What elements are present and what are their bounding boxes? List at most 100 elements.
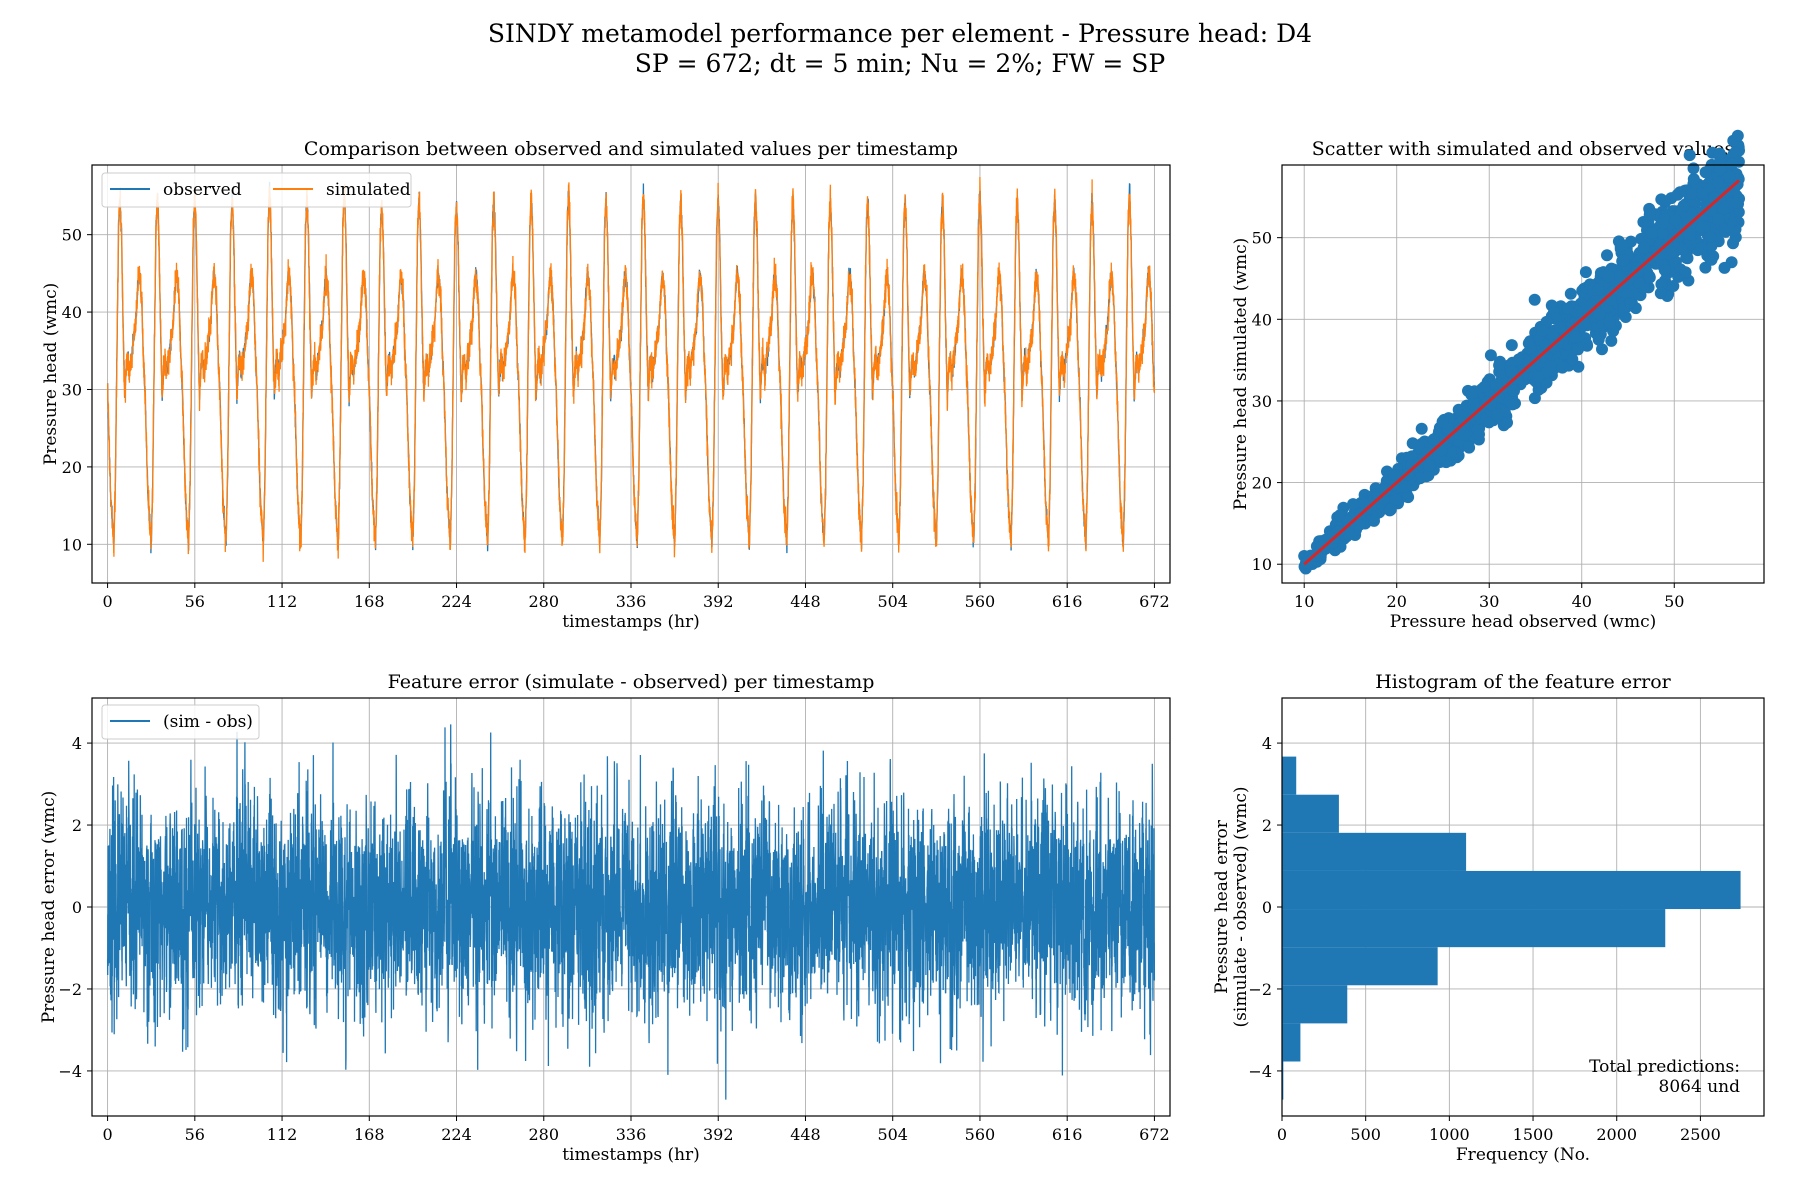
scatter-point <box>1469 410 1482 422</box>
scatter-point <box>1343 527 1355 540</box>
scatter-point <box>1683 149 1696 162</box>
scatter-point <box>1704 231 1716 243</box>
scatter-point <box>1731 129 1744 142</box>
scatter-point <box>1729 147 1742 160</box>
scatter-point <box>1659 196 1671 209</box>
scatter-point <box>1569 330 1582 343</box>
timeseries-y-tick-label: 20 <box>62 458 82 477</box>
scatter-y-tick-label: 10 <box>1252 555 1272 574</box>
timeseries-x-tick-label: 56 <box>185 592 205 611</box>
histogram-annotation-line2: 8064 und <box>1659 1077 1741 1097</box>
identity-line <box>1303 179 1741 566</box>
histogram-x-tick-label: 2500 <box>1680 1125 1721 1144</box>
scatter-point <box>1536 324 1549 337</box>
scatter-point <box>1505 339 1518 352</box>
scatter-point <box>1454 423 1467 436</box>
scatter-point <box>1584 278 1596 291</box>
histogram-bar <box>1282 947 1438 986</box>
timeseries-x-tick-label: 336 <box>616 592 647 611</box>
scatter-point <box>1614 270 1627 283</box>
scatter-x-tick-label: 30 <box>1479 592 1499 611</box>
timeseries-x-tick-label: 280 <box>528 592 559 611</box>
histogram-bar <box>1282 870 1741 910</box>
scatter-point <box>1605 334 1618 347</box>
histogram-ylabel-line1: Pressure head error <box>1212 819 1232 994</box>
scatter-point <box>1326 536 1339 549</box>
histogram-xlabel: Frequency (No. <box>1456 1145 1590 1165</box>
scatter-point <box>1506 398 1519 411</box>
error-x-tick-label: 448 <box>790 1125 821 1144</box>
error-x-tick-label: 168 <box>354 1125 385 1144</box>
error-x-tick-label: 224 <box>441 1125 472 1144</box>
scatter-point <box>1528 293 1541 306</box>
scatter-point <box>1334 509 1346 522</box>
histogram-x-tick-label: 2000 <box>1596 1125 1637 1144</box>
legend-simulated-label: simulated <box>326 180 411 200</box>
legend-observed-label: observed <box>163 180 242 200</box>
scatter-grid <box>1282 165 1764 583</box>
scatter-point <box>1463 441 1476 454</box>
scatter-point <box>1645 227 1658 240</box>
scatter-point <box>1632 276 1645 289</box>
scatter-point <box>1544 360 1557 373</box>
scatter-point <box>1406 437 1419 450</box>
scatter-point <box>1399 480 1412 493</box>
scatter-point <box>1593 308 1606 321</box>
scatter-point <box>1546 328 1559 341</box>
histogram-bar <box>1282 985 1348 1024</box>
scatter-point <box>1677 199 1690 212</box>
timeseries-y-tick-label: 50 <box>62 226 82 245</box>
scatter-point <box>1402 491 1415 504</box>
scatter-point <box>1436 415 1449 428</box>
scatter-point <box>1683 228 1696 241</box>
error-x-ticks: 0 56 112 168 224 280 336 392 448 504 560 616 672 <box>102 1116 1170 1144</box>
histogram-x-tick-label: 1000 <box>1429 1125 1470 1144</box>
histogram-bar <box>1282 1061 1284 1100</box>
scatter-point <box>1484 349 1497 362</box>
scatter-x-tick-label: 20 <box>1387 592 1407 611</box>
error-legend-box <box>101 704 260 740</box>
scatter-point <box>1415 422 1428 435</box>
scatter-point <box>1718 261 1731 274</box>
simulated-series-line <box>106 176 1156 562</box>
histogram-y-tick-label: 2 <box>1262 816 1272 835</box>
scatter-point <box>1473 428 1485 441</box>
scatter-point <box>1522 337 1535 350</box>
histogram-x-tick-label: 0 <box>1277 1125 1287 1144</box>
error-title: Feature error (simulate - observed) per … <box>388 671 875 693</box>
scatter-point <box>1667 280 1680 292</box>
scatter-point <box>1727 237 1739 250</box>
scatter-point <box>1384 503 1397 516</box>
histogram-y-tick-label: 0 <box>1262 898 1272 917</box>
timeseries-x-tick-label: 616 <box>1052 592 1083 611</box>
scatter-point <box>1388 469 1401 482</box>
timeseries-plot-area <box>106 176 1156 562</box>
timeseries-legend-box <box>101 172 412 208</box>
scatter-point <box>1579 266 1592 279</box>
scatter-point <box>1561 302 1574 315</box>
histogram-annotation-line1: Total predictions: <box>1589 1057 1740 1077</box>
timeseries-y-tick-label: 10 <box>62 535 82 554</box>
timeseries-panel: Comparison between observed and simulate… <box>41 138 1171 632</box>
histogram-bar <box>1282 1023 1301 1062</box>
error-x-tick-label: 672 <box>1139 1125 1170 1144</box>
scatter-point <box>1532 371 1544 384</box>
scatter-point <box>1657 217 1669 230</box>
error-x-tick-label: 392 <box>703 1125 734 1144</box>
histogram-title: Histogram of the feature error <box>1375 671 1671 693</box>
scatter-point <box>1687 162 1700 175</box>
error-y-tick-label: 2 <box>72 816 82 835</box>
scatter-point <box>1713 147 1726 160</box>
histogram-x-tick-label: 1500 <box>1513 1125 1554 1144</box>
histogram-panel: Histogram of the feature error 0 500 1000 1… <box>1212 671 1765 1165</box>
error-y-ticks: −4 −2 0 2 4 <box>58 734 92 1081</box>
scatter-point <box>1465 388 1478 401</box>
scatter-xlabel: Pressure head observed (wmc) <box>1390 612 1656 632</box>
histogram-ylabel-line2: (simulate - observed) (wmc) <box>1231 787 1251 1028</box>
scatter-point <box>1572 343 1584 356</box>
scatter-point <box>1732 206 1745 219</box>
scatter-x-tick-label: 40 <box>1572 592 1592 611</box>
scatter-point <box>1505 365 1518 378</box>
timeseries-x-tick-label: 392 <box>703 592 734 611</box>
scatter-point <box>1699 166 1712 179</box>
